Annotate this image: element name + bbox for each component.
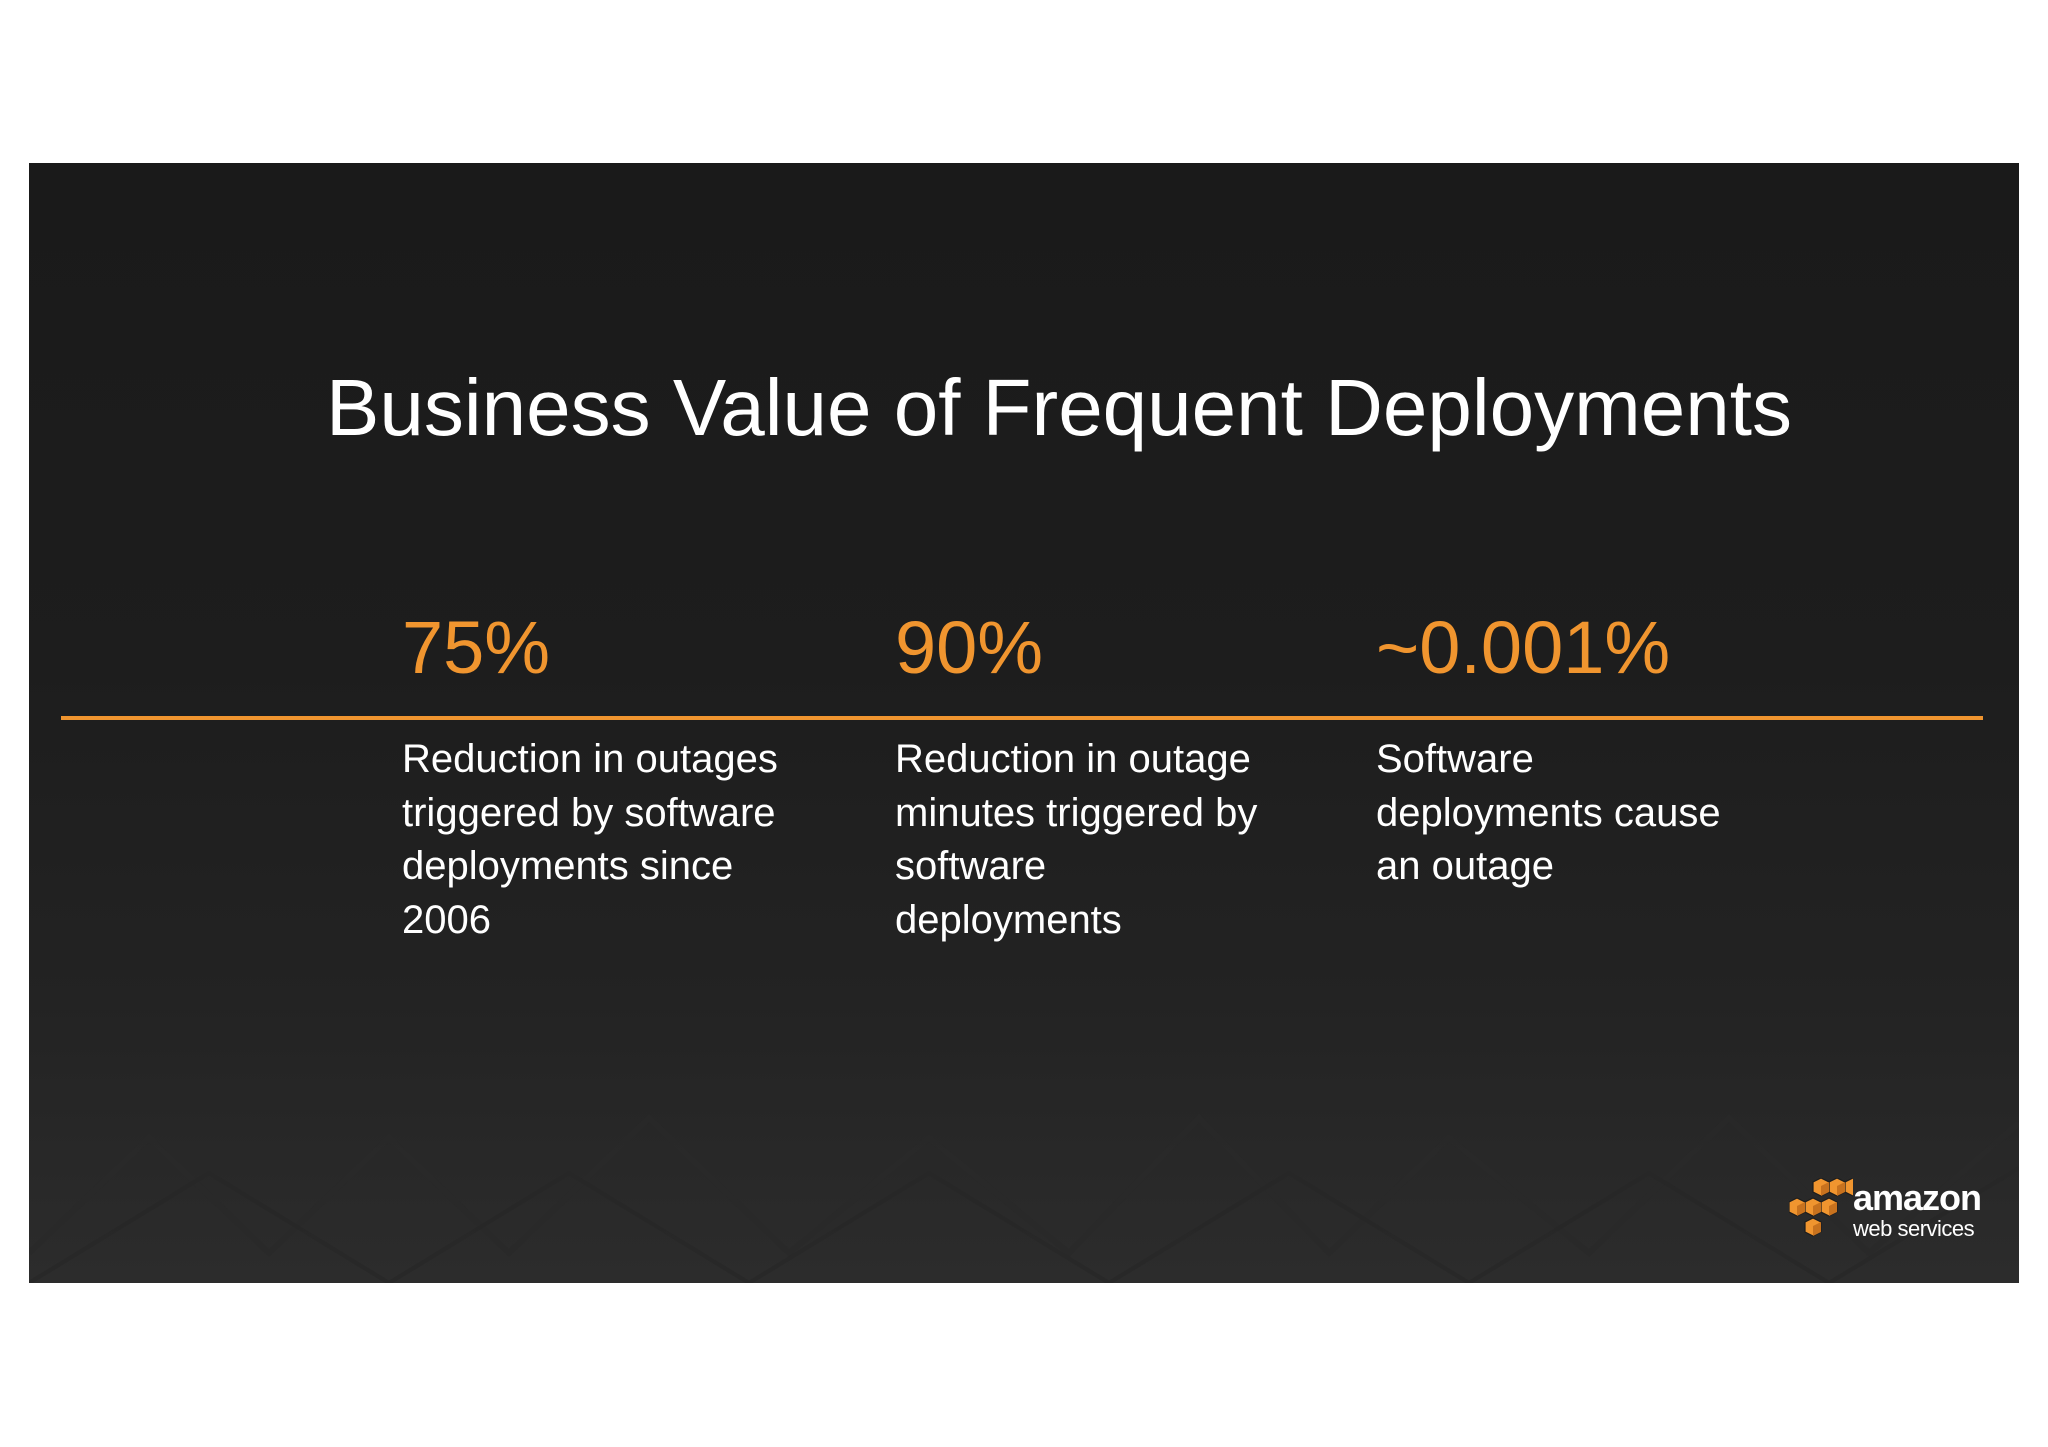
stat-description-outage-minutes: Reduction in outage minutes triggered by… — [895, 737, 1258, 942]
background-pattern — [29, 1113, 2019, 1283]
stat-description-outage-reduction: Reduction in outages triggered by softwa… — [402, 737, 778, 942]
aws-cubes-logo-icon — [1789, 1178, 1853, 1237]
slide: Business Value of Frequent Deployments 7… — [29, 163, 2019, 1283]
stat-description-deployment-outage-rate: Software deployments cause an outage — [1376, 737, 1721, 888]
stat-value-outage-reduction: 75% — [402, 606, 551, 689]
orange-divider-line — [61, 716, 1983, 720]
aws-logo: amazon web services — [1789, 1178, 2019, 1258]
stat-value-deployment-outage-rate: ~0.001% — [1376, 606, 1671, 689]
stat-value-outage-minutes: 90% — [895, 606, 1044, 689]
aws-logo-subtitle: web services — [1853, 1216, 1975, 1241]
aws-logo-wordmark: amazon — [1853, 1177, 1982, 1218]
slide-title: Business Value of Frequent Deployments — [326, 363, 1792, 452]
